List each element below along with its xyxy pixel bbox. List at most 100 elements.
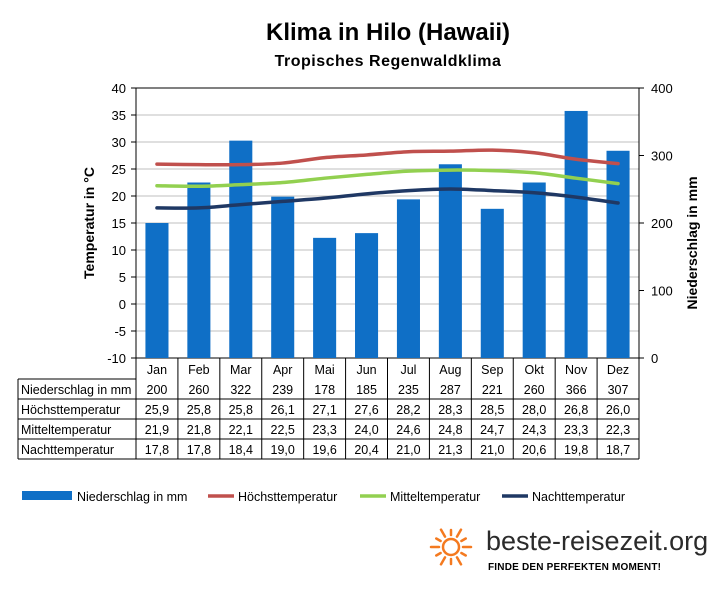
table-row-header: Niederschlag in mm xyxy=(21,383,131,397)
table-cell: 28,3 xyxy=(438,403,462,417)
table-cell: 17,8 xyxy=(145,443,169,457)
legend-label: Höchsttemperatur xyxy=(238,490,337,504)
line-mitteltemperatur xyxy=(155,168,620,189)
right-tick-label: 0 xyxy=(651,351,658,366)
table-cell: 307 xyxy=(608,383,629,397)
table-cell: 25,8 xyxy=(187,403,211,417)
left-tick-label: 20 xyxy=(112,189,126,204)
bar-sep xyxy=(480,208,504,358)
category-label: Jun xyxy=(356,363,376,377)
category-label: Mai xyxy=(315,363,335,377)
table-cell: 366 xyxy=(566,383,587,397)
bar-apr xyxy=(271,196,295,358)
table-row-header: Höchsttemperatur xyxy=(21,403,120,417)
table-row-header: Mitteltemperatur xyxy=(21,423,111,437)
category-label: Aug xyxy=(439,363,461,377)
table-cell: 26,1 xyxy=(271,403,295,417)
legend-label: Niederschlag in mm xyxy=(77,490,187,504)
table-cell: 26,0 xyxy=(606,403,630,417)
table-cell: 24,6 xyxy=(396,423,420,437)
table-cell: 20,4 xyxy=(354,443,378,457)
bar-nov xyxy=(564,110,588,358)
chart-legend: Niederschlag in mm Höchsttemperatur Mittel… xyxy=(22,490,625,504)
line-nachttemperatur xyxy=(155,187,620,210)
bar-aug xyxy=(438,164,462,358)
table-cell: 21,0 xyxy=(480,443,504,457)
table-cell: 178 xyxy=(314,383,335,397)
category-label: Sep xyxy=(481,363,503,377)
table-cell: 260 xyxy=(524,383,545,397)
left-tick-label: 0 xyxy=(119,297,126,312)
table-cell: 18,4 xyxy=(229,443,253,457)
table-cell: 27,1 xyxy=(312,403,336,417)
table-cell: 24,3 xyxy=(522,423,546,437)
table-cell: 24,0 xyxy=(354,423,378,437)
table-cell: 25,8 xyxy=(229,403,253,417)
bar-mai xyxy=(313,237,337,358)
left-tick-label: 40 xyxy=(112,81,126,96)
bar-jan xyxy=(145,223,169,358)
left-tick-label: 15 xyxy=(112,216,126,231)
category-label: Jul xyxy=(400,363,416,377)
table-cell: 185 xyxy=(356,383,377,397)
left-tick-label: 10 xyxy=(112,243,126,258)
site-logo: beste-reisezeit.org FINDE DEN PERFEKTEN … xyxy=(429,526,708,573)
left-tick-label: 35 xyxy=(112,108,126,123)
table-cell: 19,8 xyxy=(564,443,588,457)
table-cell: 19,0 xyxy=(271,443,295,457)
category-label: Dez xyxy=(607,363,629,377)
table-cell: 26,8 xyxy=(564,403,588,417)
table-cell: 21,3 xyxy=(438,443,462,457)
left-tick-label: 30 xyxy=(112,135,126,150)
table-cell: 21,9 xyxy=(145,423,169,437)
table-cell: 21,0 xyxy=(396,443,420,457)
temperature-lines xyxy=(155,148,620,210)
left-tick-label: 25 xyxy=(112,162,126,177)
table-cell: 20,6 xyxy=(522,443,546,457)
table-row-header: Nachttemperatur xyxy=(21,443,114,457)
right-tick-label: 400 xyxy=(651,81,673,96)
table-cell: 17,8 xyxy=(187,443,211,457)
logo-text: beste-reisezeit.org xyxy=(486,526,708,556)
table-cell: 221 xyxy=(482,383,503,397)
table-cell: 22,1 xyxy=(229,423,253,437)
table-cell: 27,6 xyxy=(354,403,378,417)
sun-icon xyxy=(429,528,473,566)
table-cell: 24,7 xyxy=(480,423,504,437)
category-label: Feb xyxy=(188,363,210,377)
bar-mar xyxy=(229,140,253,358)
legend-label: Nachttemperatur xyxy=(532,490,625,504)
chart-subtitle: Tropisches Regenwaldklima xyxy=(275,53,502,70)
category-label: Okt xyxy=(524,363,544,377)
category-label: Nov xyxy=(565,363,588,377)
category-label: Apr xyxy=(273,363,292,377)
table-cell: 239 xyxy=(272,383,293,397)
table-cell: 28,0 xyxy=(522,403,546,417)
table-cell: 25,9 xyxy=(145,403,169,417)
bar-jul xyxy=(396,199,420,358)
left-tick-label: 5 xyxy=(119,270,126,285)
table-cell: 322 xyxy=(230,383,251,397)
table-cell: 23,3 xyxy=(312,423,336,437)
left-axis-ticks: 40 35 30 25 20 15 10 5 0 -5 -10 xyxy=(107,81,136,366)
bar-feb xyxy=(187,182,211,358)
bar-okt xyxy=(522,182,546,358)
chart-title: Klima in Hilo (Hawaii) xyxy=(266,19,510,46)
table-cell: 22,3 xyxy=(606,423,630,437)
left-tick-label: -10 xyxy=(107,351,126,366)
category-label: Mar xyxy=(230,363,252,377)
category-label: Jan xyxy=(147,363,167,377)
table-cell: 28,5 xyxy=(480,403,504,417)
table-cell: 22,5 xyxy=(271,423,295,437)
left-axis-title: Temperatur in °C xyxy=(81,167,97,279)
table-cell: 28,2 xyxy=(396,403,420,417)
line-höchsttemperatur xyxy=(155,148,620,167)
right-tick-label: 300 xyxy=(651,149,673,164)
table-cell: 23,3 xyxy=(564,423,588,437)
right-axis-title: Niederschlag in mm xyxy=(684,176,700,309)
precipitation-bars xyxy=(145,110,630,358)
gridlines xyxy=(136,87,639,359)
table-cell: 21,8 xyxy=(187,423,211,437)
table-cell: 260 xyxy=(188,383,209,397)
right-tick-label: 100 xyxy=(651,284,673,299)
